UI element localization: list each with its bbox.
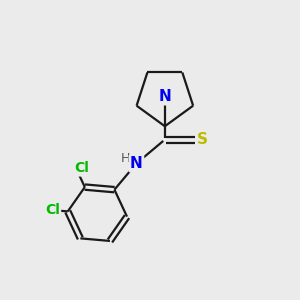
Text: Cl: Cl <box>74 161 89 175</box>
Text: H: H <box>120 152 130 165</box>
Text: S: S <box>196 132 208 147</box>
Text: N: N <box>158 89 171 104</box>
Text: N: N <box>130 156 143 171</box>
Text: Cl: Cl <box>45 202 60 217</box>
